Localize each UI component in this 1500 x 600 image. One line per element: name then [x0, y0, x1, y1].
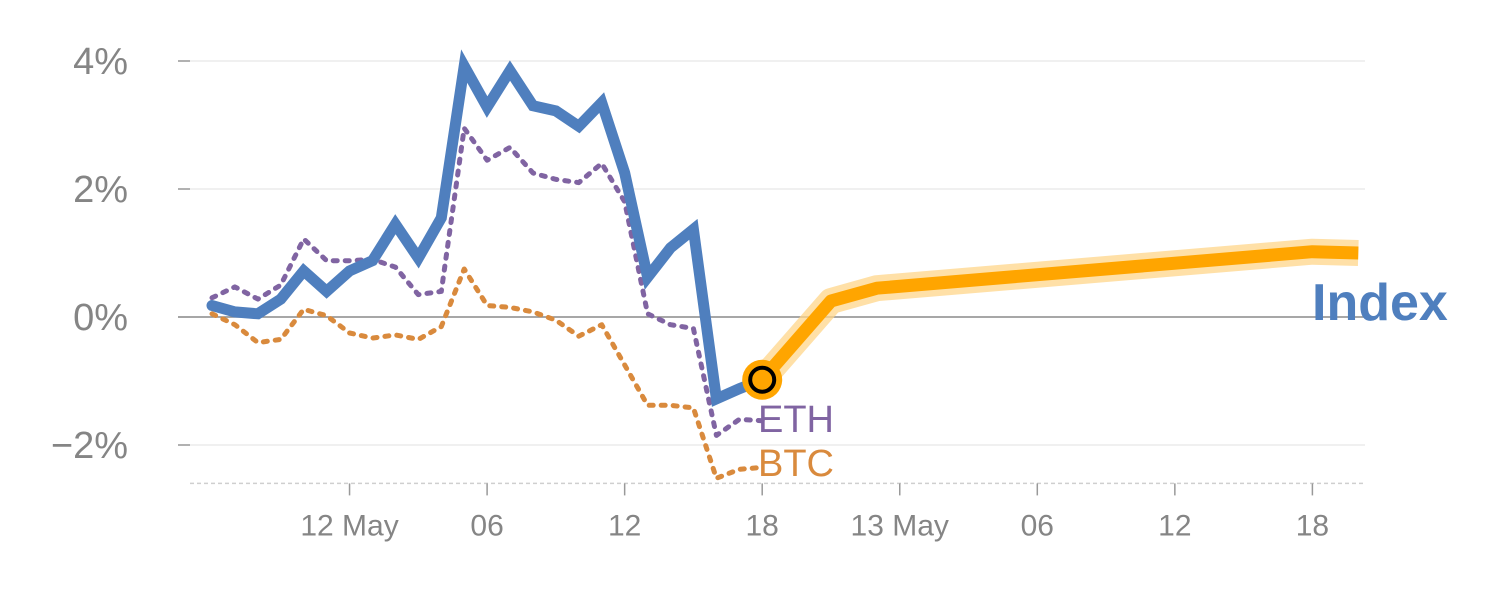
- index-series-label: Index: [1312, 274, 1448, 332]
- x-tick-label: 06: [470, 509, 503, 542]
- y-tick-label: 4%: [73, 41, 128, 83]
- btc-series-label: BTC: [758, 443, 834, 485]
- x-tick-label: 13 May: [851, 509, 949, 542]
- eth-series-line: [209, 125, 765, 438]
- btc-series-line: [209, 266, 765, 481]
- y-tick-label: 2%: [73, 169, 128, 211]
- label-layer: Index ETH BTC: [758, 274, 1448, 485]
- index-series-line: [206, 49, 768, 407]
- axis-layer: 4% 2% 0% −2% 12 May 06 12 18 13 May 06 12 18: [51, 41, 1365, 542]
- current-point-marker: [748, 365, 777, 394]
- x-tick-label: 12: [608, 509, 641, 542]
- eth-series-label: ETH: [758, 399, 834, 441]
- current-point-marker-halo: [742, 359, 783, 400]
- forecast-series-line: [757, 245, 1359, 384]
- x-tick-label: 12 May: [300, 509, 398, 542]
- series-layer: [206, 49, 1359, 481]
- grid-layer: [178, 60, 1365, 446]
- x-tick-label: 12: [1158, 509, 1191, 542]
- x-tick-label: 18: [746, 509, 779, 542]
- x-tick-label: 18: [1296, 509, 1329, 542]
- y-tick-label: −2%: [51, 425, 128, 467]
- y-tick-label: 0%: [73, 297, 128, 339]
- x-tick-label: 06: [1021, 509, 1054, 542]
